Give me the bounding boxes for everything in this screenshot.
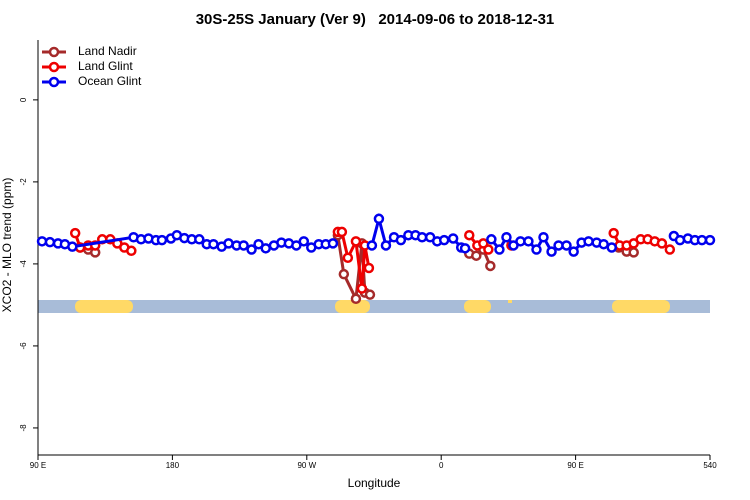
point: [608, 227, 619, 239]
point: [416, 231, 428, 243]
point: [246, 244, 257, 255]
x-axis-label: Longitude: [348, 476, 401, 490]
point: [606, 242, 617, 253]
point: [373, 213, 385, 225]
point: [223, 238, 234, 249]
point: [459, 243, 471, 254]
land-band: [612, 300, 670, 313]
land-mask-band: [38, 300, 710, 313]
y-tick-label: -4: [19, 260, 28, 268]
point: [364, 289, 376, 300]
point: [494, 244, 505, 255]
y-tick-label: -6: [19, 342, 28, 350]
point: [356, 283, 368, 294]
x-tick-label: 90 W: [297, 461, 316, 470]
land-band: [75, 300, 133, 313]
x-tick-label: 540: [703, 461, 717, 470]
legend-marker: [48, 46, 60, 58]
point: [471, 250, 482, 261]
x-tick-label: 90 E: [30, 461, 46, 470]
point: [350, 293, 362, 305]
land-band: [335, 300, 370, 313]
point: [464, 229, 475, 241]
point: [194, 234, 205, 245]
legend-label: Ocean Glint: [78, 74, 142, 88]
point: [342, 252, 354, 264]
chart-title: 30S-25S January (Ver 9) 2014-09-06 to 20…: [196, 11, 555, 28]
point: [598, 238, 609, 250]
point: [561, 240, 572, 251]
point: [156, 234, 168, 246]
point: [664, 244, 676, 255]
x-tick-label: 0: [439, 461, 444, 470]
land-band: [508, 300, 512, 303]
point: [546, 246, 557, 257]
legend-marker: [48, 61, 60, 73]
point: [523, 236, 534, 247]
point: [485, 260, 496, 272]
point: [531, 244, 542, 255]
point: [447, 233, 459, 244]
point: [704, 234, 716, 246]
point: [238, 240, 249, 251]
point: [67, 241, 78, 252]
point: [69, 227, 81, 239]
y-tick-label: 0: [19, 97, 28, 102]
point: [208, 238, 219, 250]
legend-label: Land Glint: [78, 59, 133, 73]
point: [628, 247, 639, 258]
point: [656, 238, 668, 249]
point: [260, 243, 271, 254]
legend-marker: [48, 76, 60, 88]
point: [350, 236, 362, 247]
point: [291, 240, 302, 251]
point: [363, 262, 375, 274]
point: [395, 234, 407, 246]
point: [438, 234, 450, 246]
point: [538, 231, 549, 243]
point: [696, 234, 708, 246]
point: [380, 240, 392, 251]
point: [126, 245, 137, 257]
point: [298, 236, 310, 247]
point: [336, 226, 348, 238]
y-tick-label: -8: [19, 424, 28, 432]
point: [501, 231, 512, 243]
point: [327, 238, 339, 249]
x-tick-label: 180: [166, 461, 180, 470]
y-tick-label: -2: [19, 178, 28, 186]
point: [366, 240, 378, 251]
point: [338, 268, 350, 280]
legend-label: Land Nadir: [78, 44, 137, 58]
x-tick-label: 90 E: [567, 461, 583, 470]
point: [483, 244, 494, 255]
point: [568, 246, 579, 257]
y-axis-label: XCO2 - MLO trend (ppm): [0, 178, 14, 313]
land-band: [464, 300, 491, 313]
point: [486, 234, 497, 245]
ocean-band: [38, 300, 710, 313]
point: [583, 236, 594, 247]
point: [44, 236, 56, 248]
